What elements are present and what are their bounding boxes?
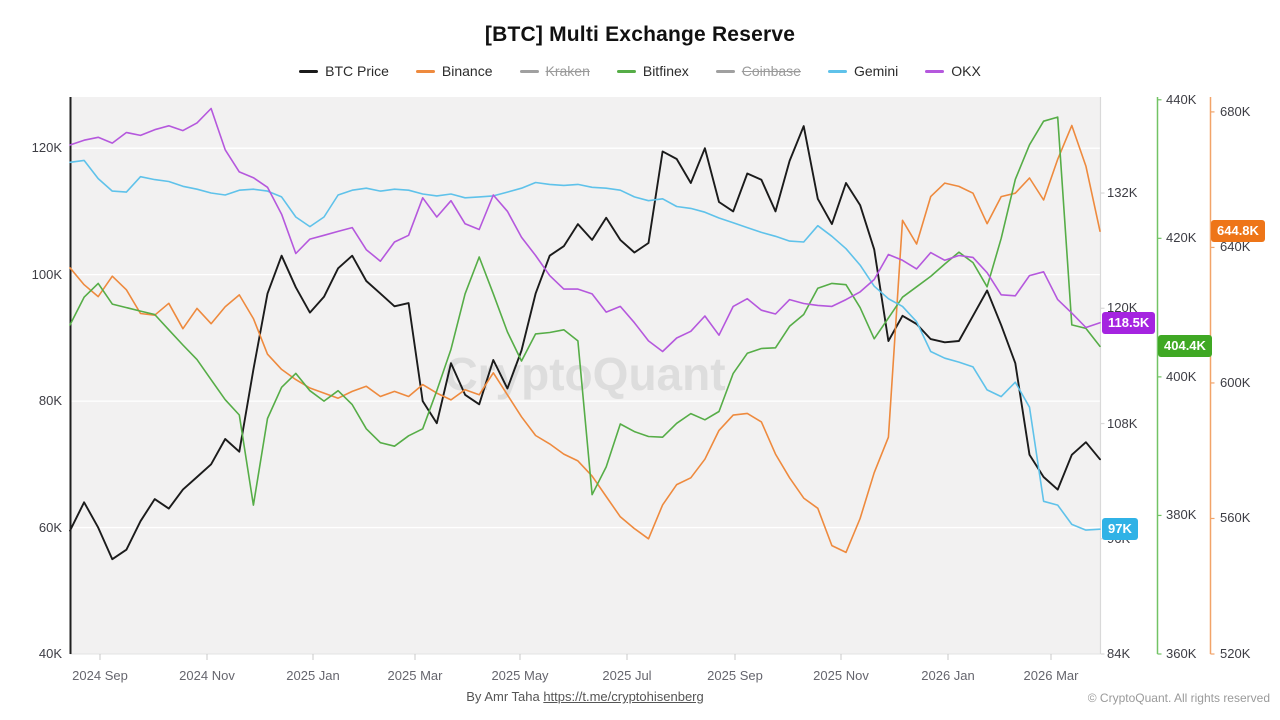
legend-label: BTC Price (325, 63, 389, 79)
legend-label: Coinbase (741, 63, 801, 79)
x-axis-label: 2025 Mar (387, 668, 443, 683)
series-line-btc-price (69, 125, 1101, 561)
y-axis-label-left: 40K (38, 646, 62, 661)
legend-label: Gemini (853, 63, 899, 79)
y-axis-label-bitfinex: 360K (1166, 646, 1197, 661)
watermark: CryptoQuant (444, 348, 725, 400)
y-axis-label-left: 120K (31, 140, 62, 156)
value-label-404.4k: 404.4K (1158, 335, 1212, 358)
y-axis-label-bitfinex: 380K (1166, 507, 1197, 523)
value-label-644.8k: 644.8K (1211, 220, 1265, 243)
x-axis-label: 2025 Jul (602, 668, 652, 683)
y-axis-label-left: 80K (38, 393, 62, 409)
legend-label: Kraken (545, 63, 590, 79)
y-axis-label-left: 100K (31, 266, 62, 282)
legend: BTC Price Binance Kraken Bitfinex Coinbase Ge… (0, 63, 1280, 79)
value-label-97k: 97K (1102, 518, 1138, 541)
y-axis-label-binance: 600K (1220, 374, 1251, 390)
legend-swatch (299, 69, 319, 73)
legend-item-okx[interactable]: OKX (925, 63, 981, 79)
legend-item-gemini[interactable]: Gemini (827, 63, 899, 79)
legend-label: OKX (951, 63, 981, 79)
byline-author: By Amr Taha (466, 689, 544, 704)
x-axis-label: 2025 Jan (286, 668, 340, 683)
y-axis-label-reserve: 84K (1107, 646, 1131, 661)
y-axis-label-left: 60K (38, 519, 62, 535)
legend-item-binance[interactable]: Binance (415, 63, 493, 79)
y-axis-label-bitfinex: 440K (1166, 91, 1197, 107)
legend-label: Binance (441, 63, 493, 79)
x-axis-label: 2025 Nov (813, 668, 869, 683)
y-axis-label-binance: 640K (1220, 239, 1251, 255)
y-axis-label-binance: 560K (1220, 510, 1251, 526)
legend-item-bitfinex[interactable]: Bitfinex (616, 63, 689, 79)
chart-title: [BTC] Multi Exchange Reserve (484, 23, 796, 46)
series-line-okx (69, 107, 1101, 353)
x-axis-label: 2025 Sep (707, 668, 763, 683)
legend-swatch (925, 69, 945, 73)
legend-item-btc-price[interactable]: BTC Price (299, 63, 389, 79)
legend-swatch (827, 69, 847, 73)
y-axis-label-reserve: 132K (1107, 185, 1138, 201)
byline: By Amr Taha https://t.me/cryptohisenberg (70, 689, 1100, 704)
x-axis-label: 2025 May (491, 668, 549, 683)
x-axis-label: 2024 Sep (72, 668, 128, 683)
legend-swatch (519, 69, 539, 73)
legend-item-kraken[interactable]: Kraken (519, 63, 590, 79)
copyright-text: © CryptoQuant. All rights reserved (1087, 691, 1270, 705)
value-label-118.5k: 118.5K (1102, 311, 1156, 334)
y-axis-label-binance: 520K (1220, 646, 1251, 661)
y-axis-label-bitfinex: 420K (1166, 230, 1197, 246)
y-axis-label-reserve: 108K (1107, 415, 1138, 431)
series-line-bitfinex (69, 116, 1101, 506)
legend-swatch (616, 69, 636, 73)
series-line-gemini (69, 159, 1101, 531)
byline-link[interactable]: https://t.me/cryptohisenberg (543, 689, 704, 704)
x-axis-label: 2024 Nov (179, 668, 235, 683)
y-axis-label-bitfinex: 400K (1166, 368, 1197, 384)
x-axis-label: 2026 Jan (921, 668, 975, 683)
legend-item-coinbase[interactable]: Coinbase (715, 63, 801, 79)
legend-swatch (715, 69, 735, 73)
x-axis-label: 2026 Mar (1023, 668, 1079, 683)
legend-label: Bitfinex (642, 63, 689, 79)
y-axis-label-binance: 680K (1220, 103, 1251, 119)
series-line-binance (69, 124, 1101, 554)
legend-swatch (415, 69, 435, 73)
y-axis-label-reserve: 120K (1107, 300, 1138, 316)
